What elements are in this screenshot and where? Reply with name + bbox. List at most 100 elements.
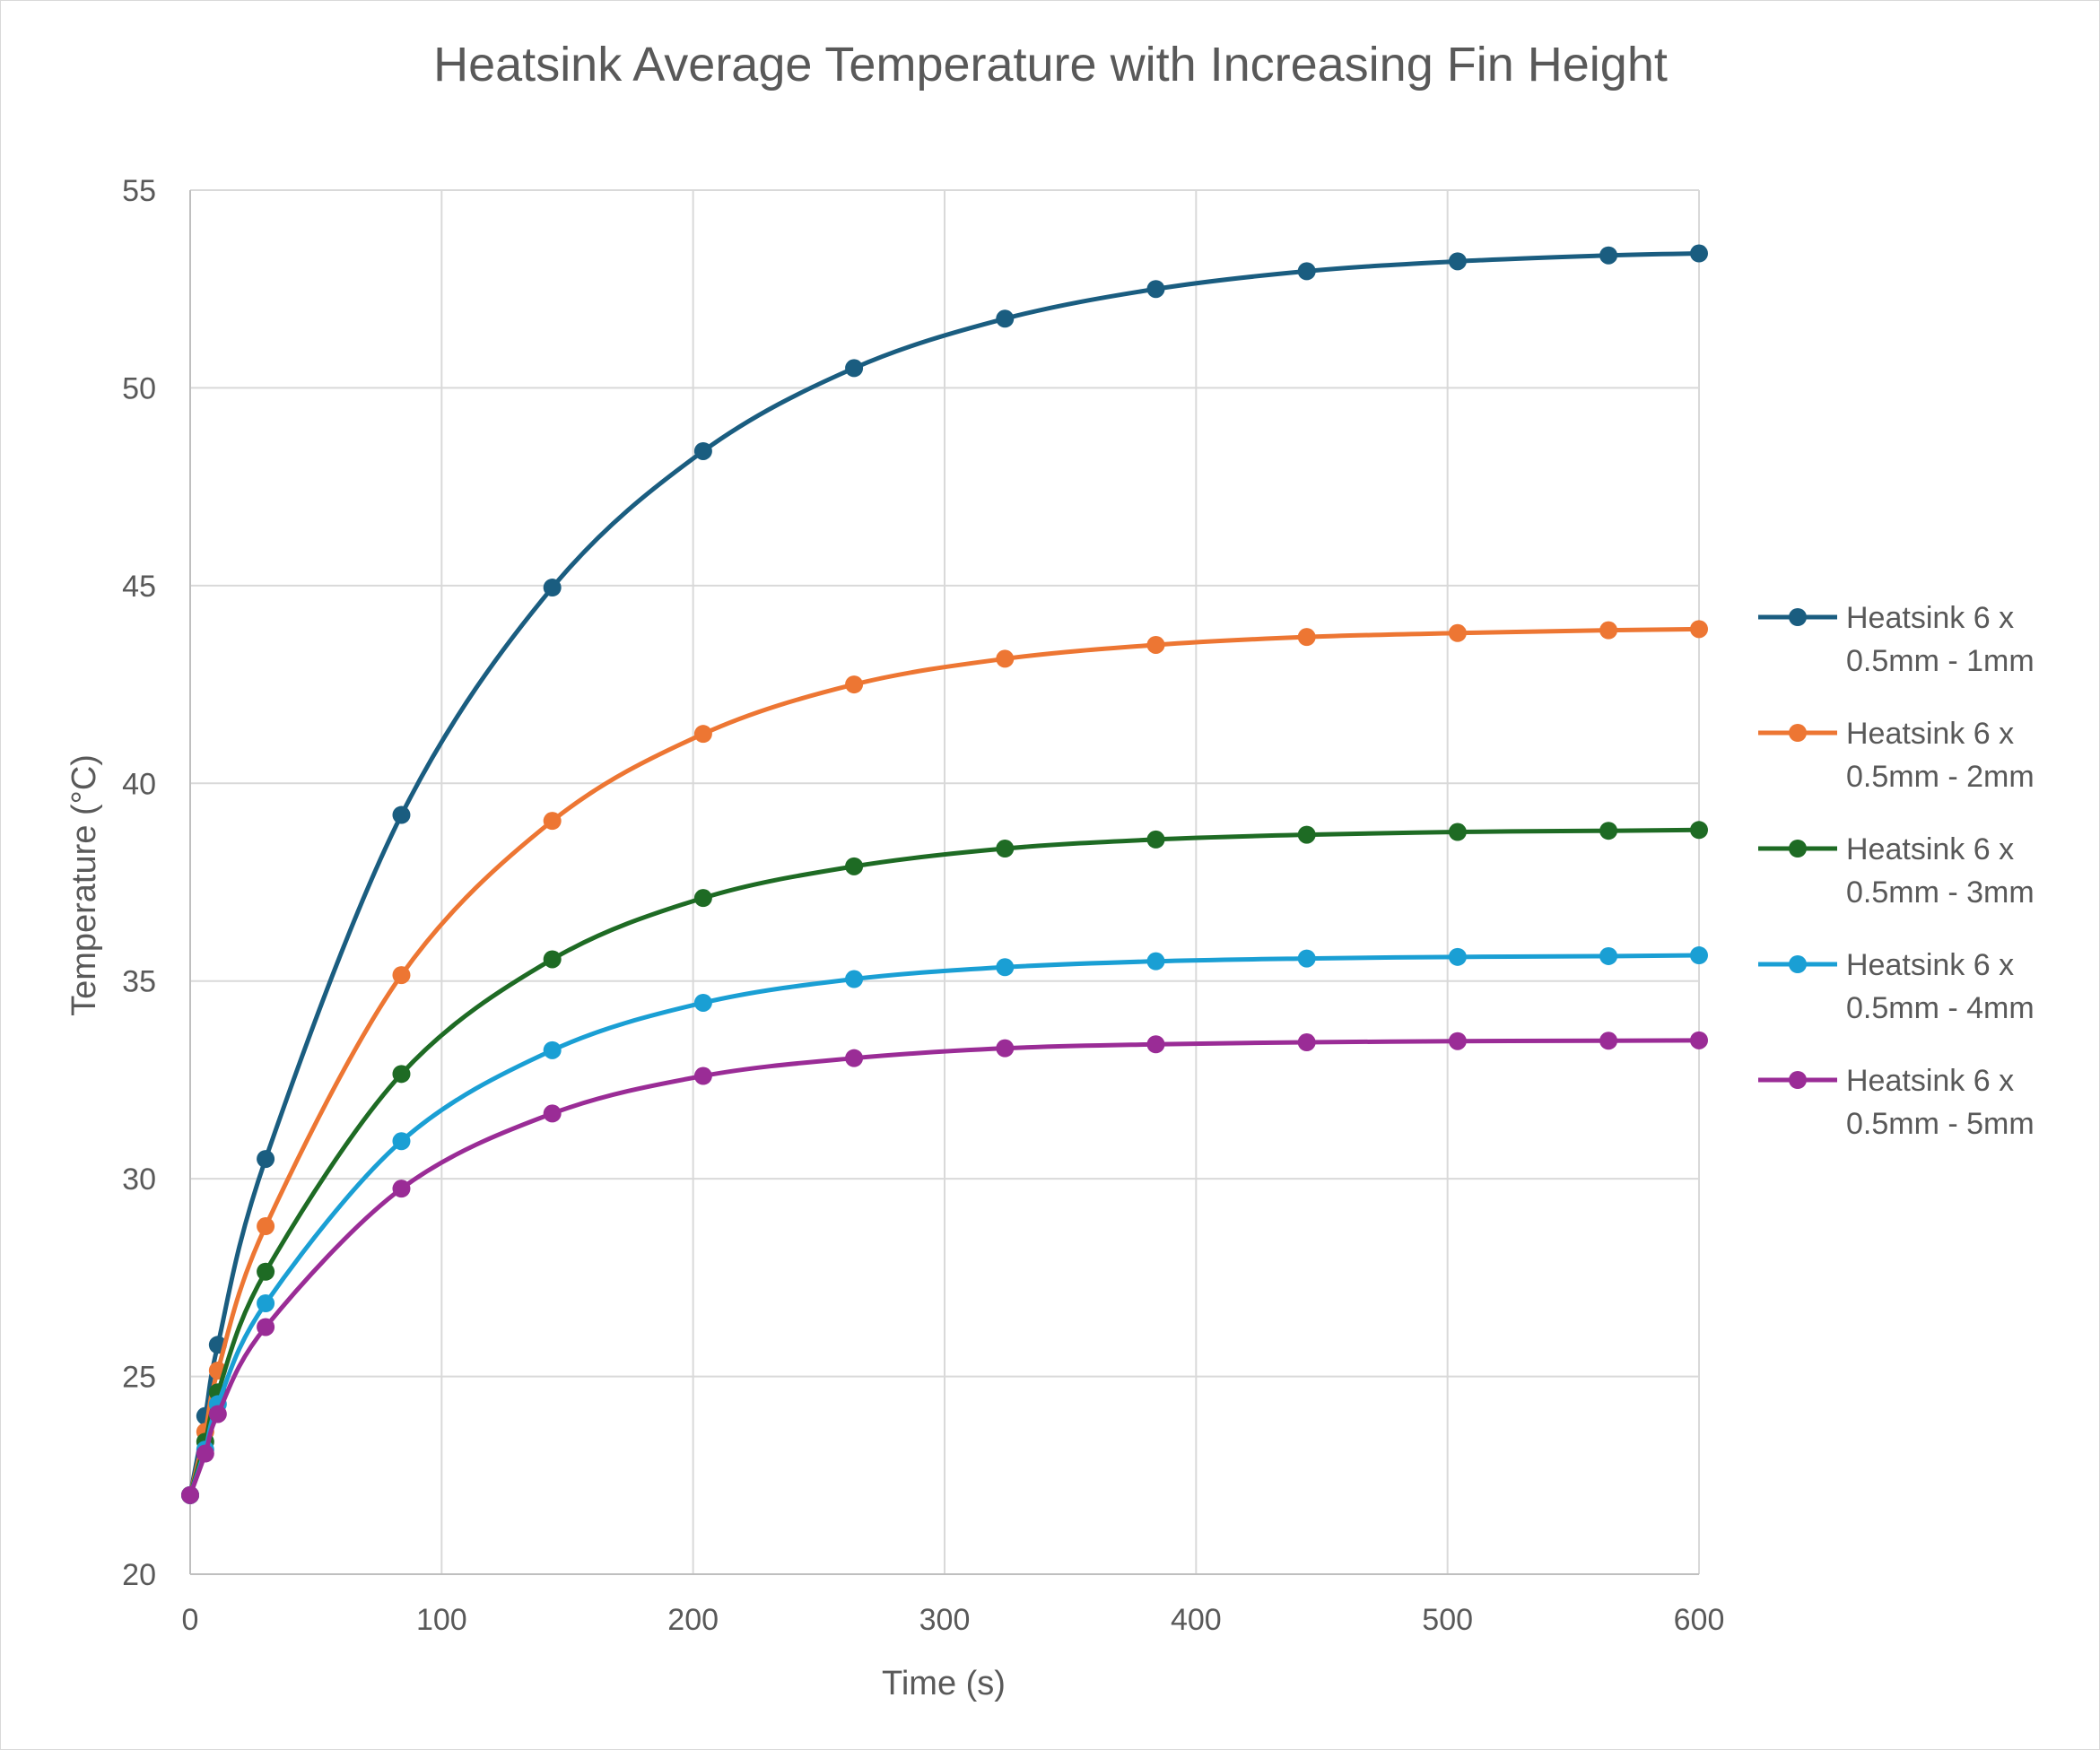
legend-label: Heatsink 6 x 0.5mm - 1mm <box>1846 601 2035 678</box>
y-tick-label: 40 <box>122 767 156 801</box>
data-point <box>1297 949 1316 968</box>
x-tick-label: 100 <box>416 1603 467 1637</box>
y-tick-label: 50 <box>122 371 156 405</box>
data-point <box>1690 1031 1708 1049</box>
data-point <box>543 579 562 597</box>
legend-label: Heatsink 6 x 0.5mm - 3mm <box>1846 832 2035 910</box>
data-point <box>196 1444 214 1463</box>
data-point <box>392 1132 411 1151</box>
legend-entry: Heatsink 6 x 0.5mm - 1mm <box>1758 601 2035 678</box>
data-point <box>1297 825 1316 844</box>
y-tick-label: 30 <box>122 1162 156 1197</box>
y-tick-label: 55 <box>122 174 156 208</box>
legend-entry: Heatsink 6 x 0.5mm - 3mm <box>1758 832 2035 910</box>
data-point <box>1146 952 1165 971</box>
data-point <box>1146 1035 1165 1054</box>
data-point <box>1448 823 1467 841</box>
legend-label: Heatsink 6 x 0.5mm - 4mm <box>1846 948 2035 1025</box>
data-point <box>543 1040 562 1059</box>
x-tick-label: 400 <box>1171 1603 1222 1637</box>
series-line <box>187 251 1702 1498</box>
data-point <box>996 309 1015 328</box>
data-point <box>693 725 712 744</box>
legend-label-line: 0.5mm - 2mm <box>1846 760 2035 794</box>
data-point <box>1448 252 1467 271</box>
legend-label-line: 0.5mm - 5mm <box>1846 1107 2035 1141</box>
data-point <box>1297 262 1316 281</box>
legend-entry: Heatsink 6 x 0.5mm - 5mm <box>1758 1064 2035 1141</box>
gridlines <box>190 189 1700 1574</box>
data-point <box>1599 621 1618 640</box>
data-point <box>543 950 562 969</box>
data-point <box>1690 821 1708 840</box>
data-point <box>257 1318 275 1336</box>
data-point <box>693 1067 712 1085</box>
data-point <box>392 805 411 824</box>
x-tick-label: 500 <box>1422 1603 1473 1637</box>
series-line <box>187 626 1702 1498</box>
data-point <box>996 958 1015 977</box>
legend-label: Heatsink 6 x 0.5mm - 2mm <box>1846 717 2035 794</box>
y-tick-label: 45 <box>122 570 156 604</box>
data-point <box>1448 947 1467 966</box>
y-axis-title: Temperature (°C) <box>65 754 103 1016</box>
legend-marker-swatch <box>1789 955 1807 973</box>
data-point <box>1146 280 1165 299</box>
data-point <box>257 1150 275 1169</box>
x-tick-label: 0 <box>182 1603 199 1637</box>
data-point <box>1297 628 1316 647</box>
chart-title: Heatsink Average Temperature with Increa… <box>433 38 1668 91</box>
data-point <box>845 359 864 378</box>
legend-entry: Heatsink 6 x 0.5mm - 4mm <box>1758 948 2035 1025</box>
legend-label-line: 0.5mm - 3mm <box>1846 875 2035 910</box>
data-point <box>1690 620 1708 639</box>
data-point <box>693 441 712 460</box>
legend: Heatsink 6 x 0.5mm - 1mm Heatsink 6 x 0.5mm… <box>1758 601 2035 1141</box>
data-point <box>392 1180 411 1198</box>
data-point <box>1599 246 1618 265</box>
legend-label-line: 0.5mm - 4mm <box>1846 991 2035 1025</box>
data-point <box>845 857 864 875</box>
data-point <box>845 970 864 988</box>
y-tick-label: 20 <box>122 1558 156 1592</box>
legend-marker-swatch <box>1789 840 1807 858</box>
data-point <box>1599 1032 1618 1050</box>
legend-label-line: Heatsink 6 x <box>1846 948 2014 982</box>
data-point <box>1448 1032 1467 1050</box>
data-point <box>845 1049 864 1067</box>
data-point <box>257 1262 275 1281</box>
data-point <box>543 1104 562 1123</box>
data-point <box>1448 623 1467 642</box>
x-tick-label: 200 <box>667 1603 719 1637</box>
legend-label-line: Heatsink 6 x <box>1846 717 2014 751</box>
legend-label-line: Heatsink 6 x <box>1846 601 2014 635</box>
axes <box>189 190 1699 1575</box>
data-point <box>1146 830 1165 849</box>
data-point <box>1146 635 1165 654</box>
legend-label: Heatsink 6 x 0.5mm - 5mm <box>1846 1064 2035 1141</box>
legend-label-line: Heatsink 6 x <box>1846 1064 2014 1098</box>
data-point <box>257 1217 275 1236</box>
data-point <box>693 889 712 908</box>
legend-label-line: Heatsink 6 x <box>1846 832 2014 866</box>
y-tick-label: 35 <box>122 965 156 999</box>
data-point <box>208 1405 227 1424</box>
data-point <box>1599 946 1618 965</box>
y-tick-label: 25 <box>122 1361 156 1395</box>
series-5 <box>181 1031 1708 1504</box>
data-point <box>996 840 1015 858</box>
legend-marker-swatch <box>1789 608 1807 626</box>
y-axis-ticks: 20 25 30 35 40 45 50 55 <box>122 174 156 1592</box>
series-layer <box>181 244 1708 1504</box>
data-point <box>1599 822 1618 840</box>
x-axis-ticks: 0 100 200 300 400 500 600 <box>182 1603 1725 1637</box>
data-point <box>996 649 1015 668</box>
legend-marker-swatch <box>1789 724 1807 742</box>
series-line <box>187 953 1702 1498</box>
data-point <box>693 993 712 1012</box>
legend-label-line: 0.5mm - 1mm <box>1846 644 2035 678</box>
data-point <box>1690 244 1708 263</box>
series-line <box>187 827 1702 1498</box>
